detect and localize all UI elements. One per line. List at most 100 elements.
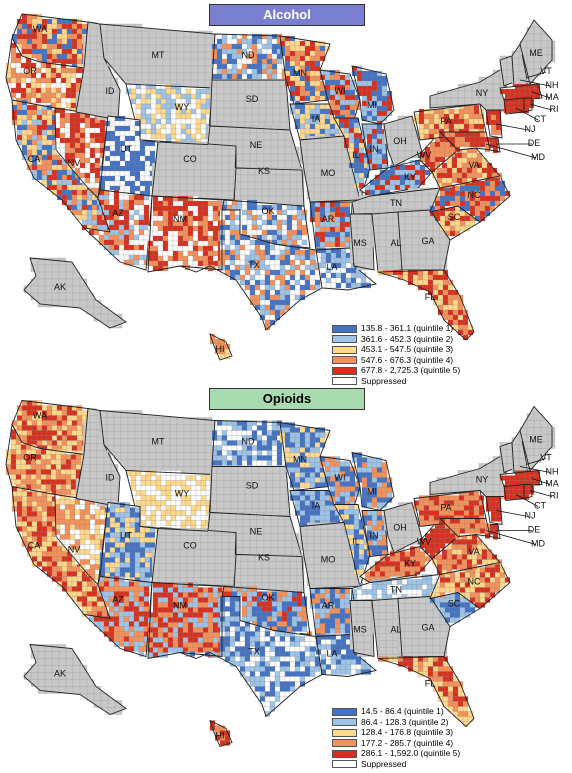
county-cell [334,236,341,243]
county-cell [76,23,83,30]
county-cell [96,471,105,479]
county-cell [74,127,81,134]
county-cell [353,167,360,174]
county-cell [294,50,301,57]
county-cell [175,480,182,486]
state-label: MA [545,92,559,102]
county-cell [21,18,28,25]
county-cell [221,132,230,141]
county-cell [425,223,434,232]
county-cell [261,63,268,70]
county-cell [46,23,53,30]
county-cell [523,97,530,104]
county-cell [229,209,236,216]
county-cell [51,23,58,30]
county-cell [236,204,243,211]
county-cell [76,591,83,597]
county-cell [453,113,460,120]
county-cell [65,299,74,308]
county-cell [441,167,448,174]
county-cell [229,239,236,246]
county-cell [447,304,454,311]
county-cell [118,254,125,261]
county-cell [50,67,57,74]
county-cell [165,490,172,496]
county-cell [197,240,204,247]
county-cell [103,239,110,246]
county-cell [329,226,336,233]
county-cell [21,23,28,30]
county-cell [439,244,448,253]
county-cell [124,512,131,518]
county-cell [140,485,147,491]
county-cell [124,125,131,132]
county-cell [145,133,152,140]
county-cell [96,478,105,486]
county-cell [36,174,43,181]
county-cell [70,454,77,460]
county-cell [363,255,372,264]
county-cell [104,180,111,187]
county-cell [320,252,327,259]
county-cell [65,474,72,480]
county-cell [99,127,106,134]
county-cell [289,294,296,301]
county-cell [145,108,152,115]
county-cell [190,520,197,526]
county-cell [56,561,63,567]
county-cell [133,214,140,221]
county-cell [176,431,185,439]
county-cell [41,114,48,121]
county-cell [335,277,342,284]
legend-swatch [332,377,357,386]
county-cell [446,177,453,184]
county-cell [140,123,147,130]
state-az [82,189,155,271]
county-cell [25,474,32,480]
state-label: HI [216,344,225,354]
county-cell [276,68,283,75]
county-cell [197,210,204,217]
county-cell [279,289,286,296]
county-cell [152,195,159,202]
county-cell [31,33,38,40]
county-cell [329,231,336,238]
county-cell [61,566,68,572]
county-cell [376,75,383,82]
county-cell [299,133,306,140]
county-cell [240,188,249,197]
county-cell [114,552,121,558]
county-cell [279,269,286,276]
county-cell [140,500,147,506]
county-cell [114,180,121,187]
county-cell [281,234,288,241]
county-cell [418,223,427,232]
county-cell [254,274,261,281]
county-cell [304,60,311,67]
county-cell [89,122,96,129]
county-cell [314,55,321,62]
county-cell [197,466,206,474]
county-cell [459,141,466,148]
county-cell [138,194,145,201]
county-cell [36,511,43,517]
county-cell [489,200,496,207]
county-cell [41,144,48,151]
county-cell [187,200,194,207]
county-cell [144,155,151,162]
county-cell [339,211,346,218]
county-cell [124,135,131,142]
county-cell [294,249,301,256]
county-cell [133,244,140,251]
county-cell [104,552,111,558]
county-cell [306,142,315,151]
state-mi [351,65,395,127]
county-cell [224,259,231,266]
county-cell [211,53,218,60]
county-cell [79,147,86,154]
county-cell [89,485,98,493]
county-cell [94,142,101,149]
county-cell [547,54,556,63]
county-cell [127,452,136,460]
county-cell [144,547,151,553]
